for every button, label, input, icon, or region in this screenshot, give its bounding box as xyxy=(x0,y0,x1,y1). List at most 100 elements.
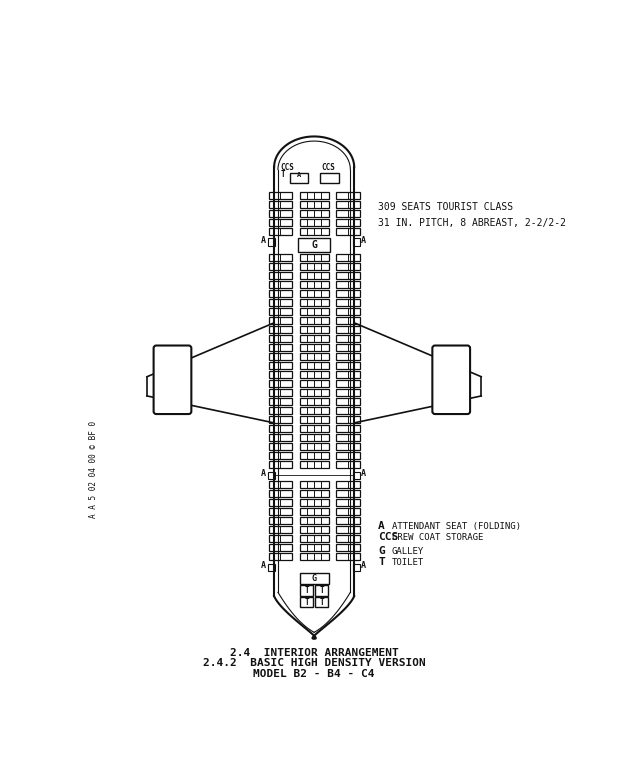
Text: TOILET: TOILET xyxy=(392,558,424,567)
Bar xyxy=(269,434,292,441)
Bar xyxy=(337,201,360,208)
Bar xyxy=(300,317,329,324)
Bar xyxy=(300,335,329,342)
Bar xyxy=(300,299,329,306)
Bar xyxy=(300,452,329,460)
Bar xyxy=(269,228,292,236)
Bar xyxy=(337,299,360,306)
Bar xyxy=(269,335,292,342)
Text: GALLEY: GALLEY xyxy=(392,547,424,556)
Bar xyxy=(269,535,292,542)
Bar xyxy=(337,335,360,342)
Bar xyxy=(337,398,360,405)
Bar xyxy=(269,344,292,351)
Text: A: A xyxy=(261,469,266,478)
Bar xyxy=(300,210,329,217)
Bar xyxy=(337,362,360,369)
Text: A A 5 02 04 00 © BF 0: A A 5 02 04 00 © BF 0 xyxy=(89,421,98,518)
Bar xyxy=(337,443,360,451)
Text: A: A xyxy=(361,469,366,478)
Bar xyxy=(300,290,329,298)
Bar xyxy=(337,553,360,560)
Bar xyxy=(269,219,292,226)
Bar xyxy=(315,597,328,607)
Text: 2.4.2  BASIC HIGH DENSITY VERSION: 2.4.2 BASIC HIGH DENSITY VERSION xyxy=(203,658,425,668)
Bar xyxy=(300,326,329,334)
Bar xyxy=(300,490,329,497)
Bar xyxy=(269,553,292,560)
FancyBboxPatch shape xyxy=(432,346,470,414)
Text: 2.4  INTERIOR ARRANGEMENT: 2.4 INTERIOR ARRANGEMENT xyxy=(230,648,399,658)
Bar xyxy=(337,517,360,524)
Text: A: A xyxy=(297,171,300,177)
Bar xyxy=(300,192,329,199)
Text: MODEL B2 - B4 - C4: MODEL B2 - B4 - C4 xyxy=(253,669,375,679)
Text: T: T xyxy=(281,171,285,179)
Bar xyxy=(300,362,329,369)
Bar xyxy=(353,472,360,480)
Bar xyxy=(269,326,292,334)
Bar xyxy=(300,308,329,315)
Bar xyxy=(269,389,292,396)
Bar xyxy=(337,508,360,515)
Bar xyxy=(300,553,329,560)
Bar xyxy=(300,585,313,596)
Bar xyxy=(300,398,329,405)
Text: G: G xyxy=(378,545,385,556)
Text: A: A xyxy=(361,236,366,245)
Bar xyxy=(269,201,292,208)
Text: 309 SEATS TOURIST CLASS
31 IN. PITCH, 8 ABREAST, 2-2/2-2: 309 SEATS TOURIST CLASS 31 IN. PITCH, 8 … xyxy=(378,202,566,227)
Bar xyxy=(269,353,292,360)
Bar xyxy=(300,508,329,515)
Bar xyxy=(269,398,292,405)
Bar xyxy=(353,564,360,571)
Bar xyxy=(269,416,292,423)
Bar xyxy=(337,344,360,351)
Bar xyxy=(300,573,329,584)
Bar xyxy=(268,472,275,480)
Bar xyxy=(337,281,360,288)
Bar xyxy=(337,535,360,542)
Text: T: T xyxy=(305,597,309,607)
Bar xyxy=(269,281,292,288)
Bar xyxy=(300,544,329,552)
Bar xyxy=(337,499,360,506)
Bar xyxy=(300,380,329,387)
Bar xyxy=(269,526,292,533)
Bar xyxy=(269,317,292,324)
Bar xyxy=(300,353,329,360)
Bar xyxy=(337,263,360,270)
Bar xyxy=(268,564,275,571)
Bar xyxy=(300,272,329,279)
Bar xyxy=(337,272,360,279)
Bar xyxy=(269,517,292,524)
Bar xyxy=(300,371,329,379)
Bar xyxy=(269,425,292,432)
Bar xyxy=(269,263,292,270)
Bar xyxy=(269,254,292,261)
Bar xyxy=(269,481,292,488)
Bar xyxy=(337,326,360,334)
Bar xyxy=(269,210,292,217)
FancyBboxPatch shape xyxy=(154,346,192,414)
Bar xyxy=(300,499,329,506)
Bar xyxy=(269,461,292,468)
Bar xyxy=(269,192,292,199)
Text: T: T xyxy=(319,597,324,607)
Bar xyxy=(269,362,292,369)
Bar xyxy=(269,407,292,415)
Bar xyxy=(300,219,329,226)
Bar xyxy=(269,499,292,506)
Bar xyxy=(300,407,329,415)
Bar xyxy=(337,210,360,217)
Text: CCS: CCS xyxy=(378,532,398,542)
Bar xyxy=(300,344,329,351)
Bar xyxy=(337,544,360,552)
Bar xyxy=(337,380,360,387)
Bar xyxy=(269,443,292,451)
Bar xyxy=(300,481,329,488)
Bar xyxy=(337,407,360,415)
Bar xyxy=(298,238,330,252)
Text: T: T xyxy=(319,586,324,595)
Text: G: G xyxy=(312,574,317,583)
